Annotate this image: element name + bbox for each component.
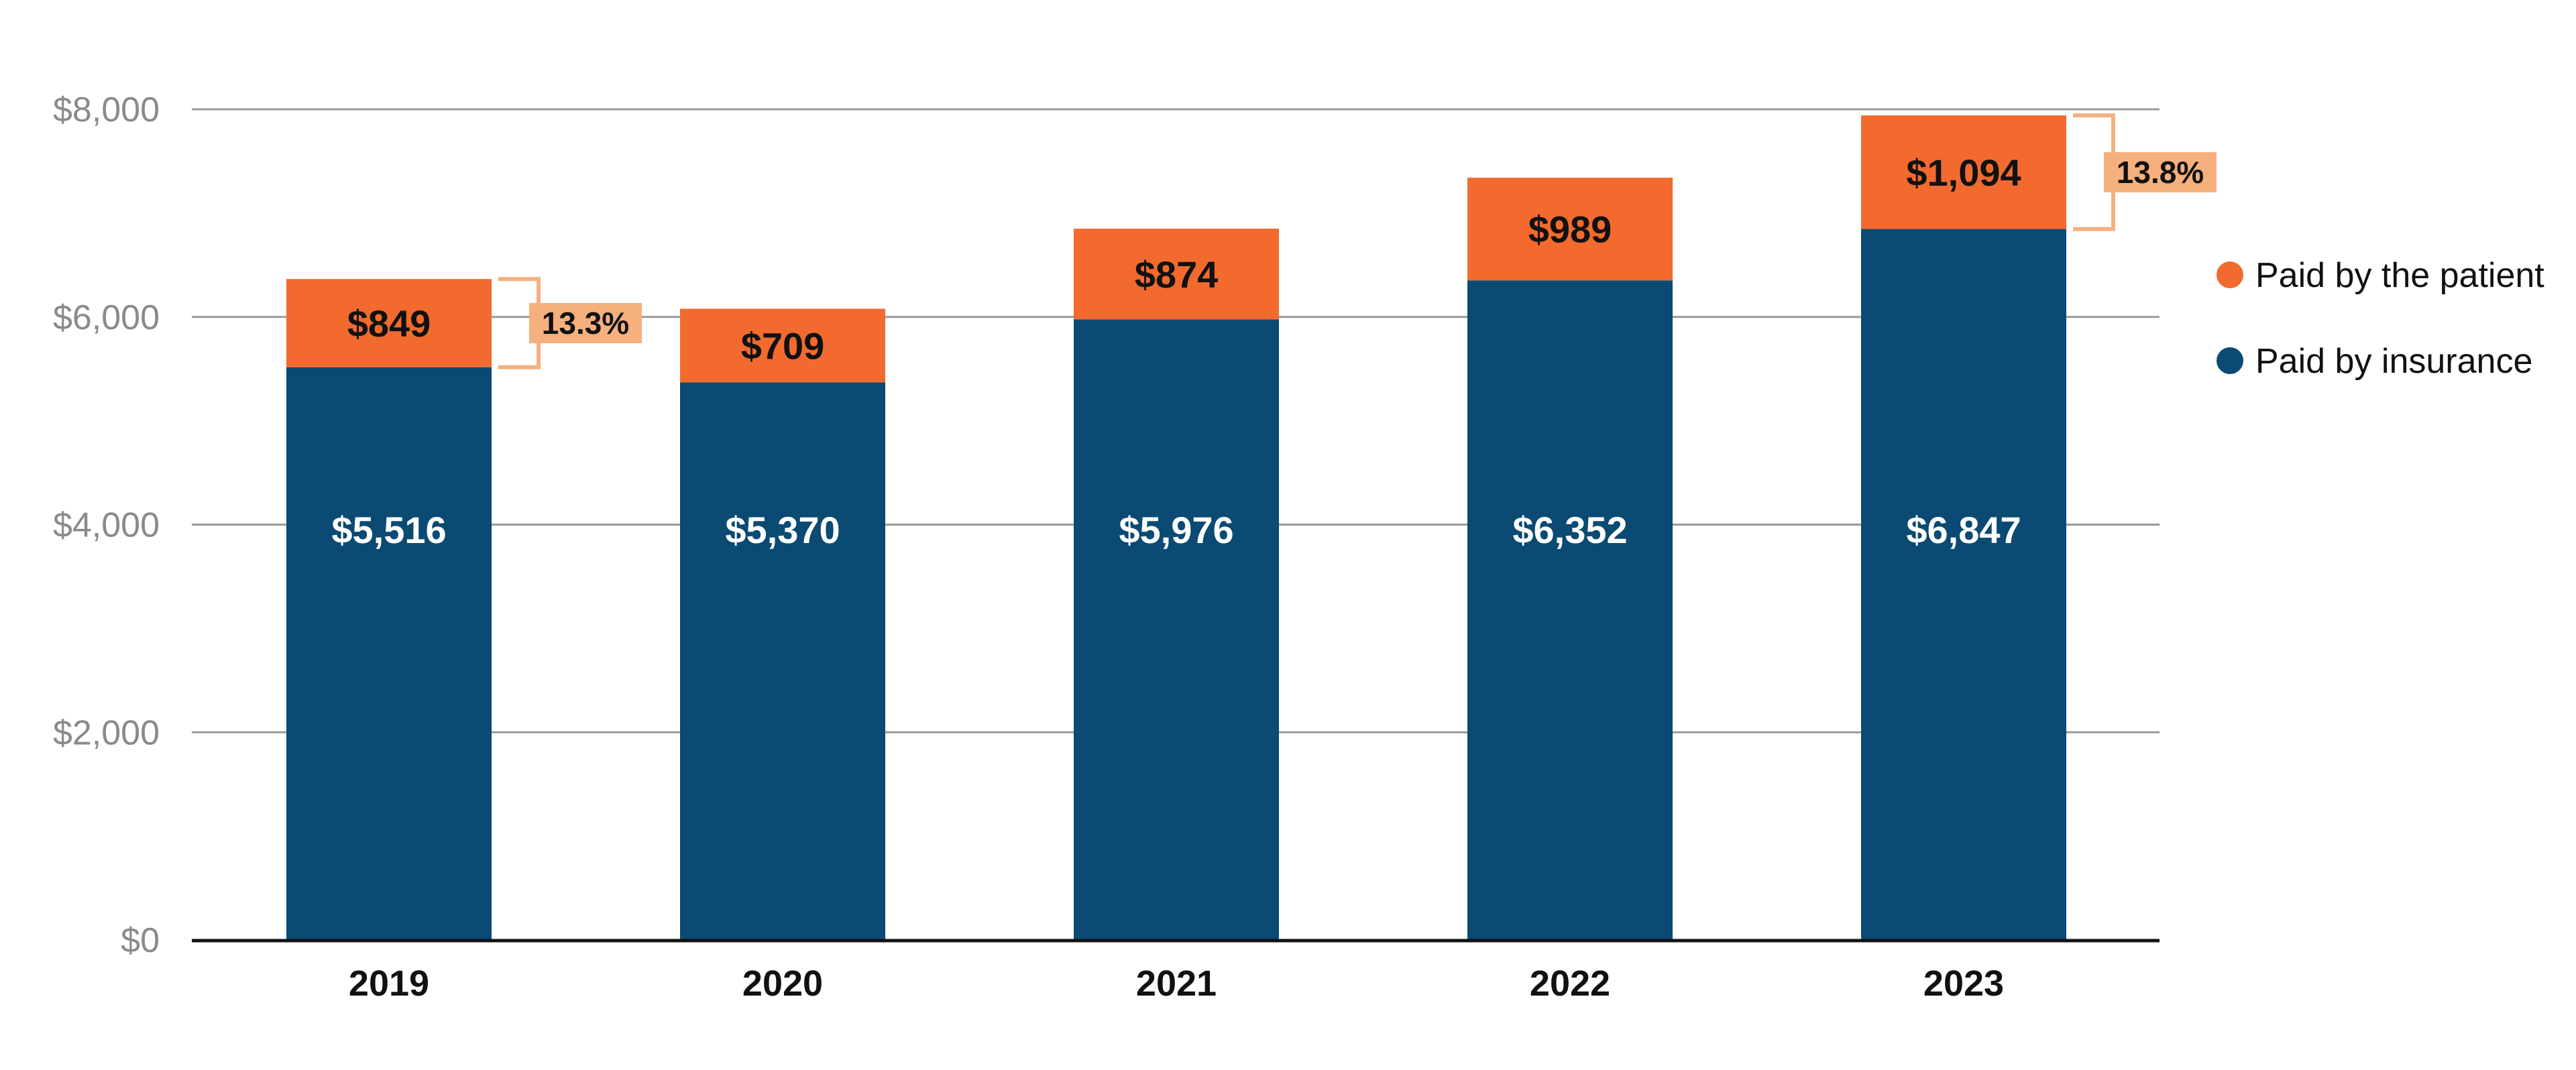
legend-label: Paid by the patient [2255, 256, 2544, 295]
x-tick-label: 2020 [742, 963, 823, 1004]
bar-patient [680, 308, 885, 383]
data-label-insurance: $6,847 [1906, 509, 2021, 551]
data-label-insurance: $5,370 [725, 509, 840, 551]
annotation-badge [2104, 152, 2217, 192]
data-label-patient: $709 [741, 324, 825, 367]
bar-patient [1074, 229, 1279, 320]
data-label-patient: $1,094 [1906, 152, 2021, 194]
data-label-patient: $874 [1135, 253, 1219, 296]
x-tick-label: 2021 [1136, 963, 1217, 1004]
data-label-patient: $849 [347, 302, 431, 345]
bar-insurance [1861, 229, 2066, 941]
data-label-insurance: $5,976 [1119, 509, 1233, 551]
bar-patient [1861, 115, 2066, 229]
data-label-insurance: $6,352 [1512, 509, 1627, 551]
bar-patient [1467, 178, 1673, 281]
x-tick-label: 2023 [1923, 963, 2004, 1004]
bar-insurance [286, 367, 492, 940]
annotation-label: 13.8% [2117, 155, 2204, 190]
data-label-patient: $989 [1528, 209, 1612, 251]
bar-insurance [1074, 319, 1279, 940]
legend-marker [2217, 347, 2243, 374]
bar-insurance [1467, 280, 1673, 940]
y-tick-label: $8,000 [53, 91, 160, 129]
annotation-label: 13.3% [542, 306, 629, 341]
y-tick-label: $0 [121, 921, 160, 960]
y-tick-label: $4,000 [53, 506, 160, 545]
x-tick-label: 2022 [1530, 963, 1610, 1004]
y-tick-label: $2,000 [53, 713, 160, 752]
bar-patient [286, 279, 492, 367]
y-tick-label: $6,000 [53, 298, 160, 337]
data-label-insurance: $5,516 [331, 509, 446, 551]
bar-insurance [680, 382, 885, 940]
annotation-badge [529, 302, 642, 343]
x-tick-label: 2019 [349, 963, 429, 1004]
legend-label: Paid by insurance [2255, 342, 2532, 381]
legend-marker [2217, 261, 2243, 288]
